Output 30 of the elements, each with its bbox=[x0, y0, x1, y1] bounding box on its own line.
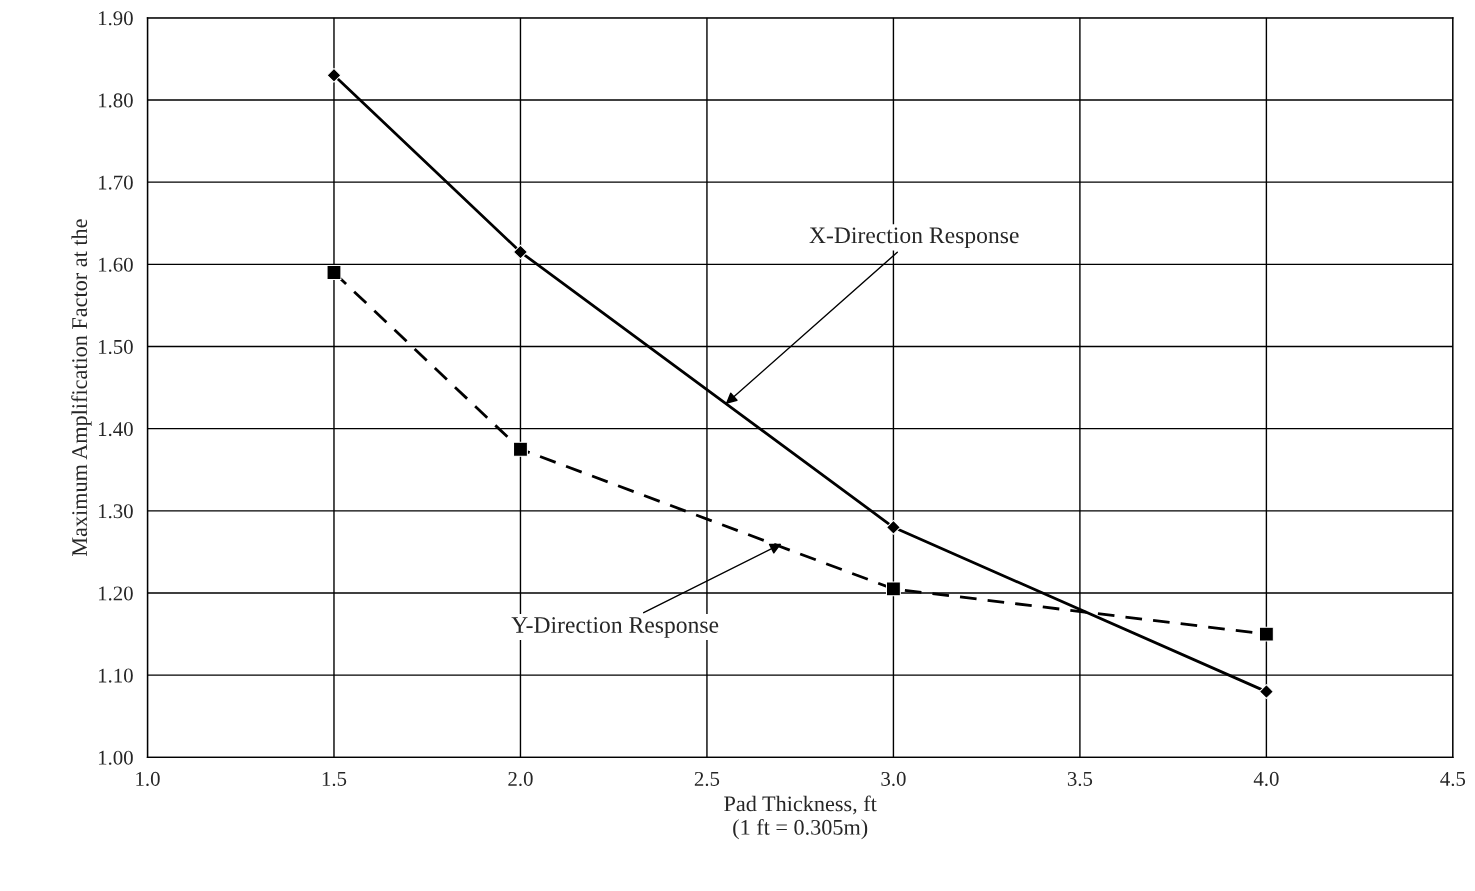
x-tick-label: 4.0 bbox=[1253, 771, 1279, 786]
y-tick-label: 1.90 bbox=[98, 11, 133, 26]
y-tick-label: 1.40 bbox=[98, 422, 133, 437]
y-tick-label: 1.00 bbox=[98, 750, 133, 765]
x-tick-label: 3.5 bbox=[1067, 771, 1093, 786]
x-tick-label: 2.5 bbox=[694, 771, 720, 786]
y-tick-label: 1.50 bbox=[98, 339, 133, 355]
annotation: X-Direction Response bbox=[809, 227, 1019, 249]
y-tick-label: 1.60 bbox=[98, 257, 133, 272]
y-tick-label: 1.30 bbox=[98, 504, 133, 519]
x-tick-label: 4.5 bbox=[1440, 771, 1466, 786]
y-tick-label: 1.80 bbox=[98, 93, 133, 108]
point bbox=[886, 519, 901, 535]
y-axis-title: Maximum Amplification Factor at the bbox=[71, 219, 92, 557]
annotation: Y-Direction Response bbox=[511, 617, 719, 638]
point bbox=[885, 581, 901, 597]
point bbox=[326, 265, 342, 281]
x-tick-label: 1.0 bbox=[136, 771, 160, 786]
y-tick-label: 1.70 bbox=[98, 175, 133, 190]
point bbox=[513, 441, 528, 457]
point bbox=[513, 244, 528, 260]
y-tick-label: 1.10 bbox=[98, 668, 133, 683]
x-axis-title: Pad Thickness, ft (1 ft = 0.305m) bbox=[724, 795, 877, 840]
x-tick-label: 2.0 bbox=[508, 771, 533, 786]
point bbox=[1259, 684, 1274, 700]
point bbox=[1258, 626, 1274, 642]
point bbox=[326, 67, 342, 83]
y-tick-label: 1.20 bbox=[98, 586, 133, 601]
x-tick-label: 3.0 bbox=[881, 771, 906, 786]
x-tick-label: 1.5 bbox=[322, 771, 347, 786]
